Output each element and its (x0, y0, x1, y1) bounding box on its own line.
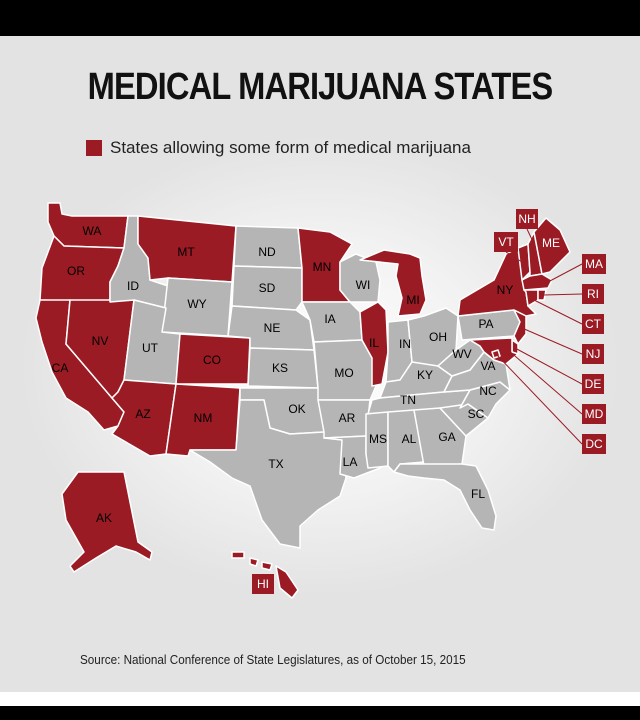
callout-ma: MA (547, 254, 606, 283)
state-label-nc: NC (479, 384, 497, 398)
state-label-ak: AK (96, 511, 112, 525)
state-label-ut: UT (142, 341, 159, 355)
state-label-wi: WI (356, 278, 371, 292)
state-label-sc: SC (468, 407, 485, 421)
callout-ri: RI (543, 284, 604, 304)
state-tx (189, 399, 347, 549)
callout-hi: HI (252, 574, 274, 594)
callout-ct: CT (533, 299, 604, 334)
callout-de: DE (514, 347, 604, 394)
state-mi (359, 249, 427, 317)
state-wi (339, 253, 381, 303)
state-label-ga: GA (438, 430, 455, 444)
state-label-la: LA (343, 455, 358, 469)
callout-label-ma: MA (585, 257, 603, 271)
callout-label-nh: NH (518, 212, 535, 226)
callout-nj: NJ (521, 327, 604, 364)
state-ak (61, 471, 153, 573)
state-label-id: ID (127, 279, 139, 293)
legend-label: States allowing some form of medical mar… (110, 138, 471, 157)
state-label-ks: KS (272, 361, 288, 375)
callout-label-nj: NJ (586, 347, 601, 361)
state-label-va: VA (480, 359, 495, 373)
callout-label-vt: VT (498, 235, 514, 249)
state-label-mt: MT (177, 245, 195, 259)
state-hi (231, 551, 299, 599)
state-label-mn: MN (313, 260, 332, 274)
callout-label-ct: CT (585, 317, 602, 331)
state-label-ok: OK (288, 402, 305, 416)
state-label-pa: PA (478, 317, 493, 331)
state-label-il: IL (369, 336, 379, 350)
state-label-mo: MO (334, 366, 353, 380)
callout-label-ri: RI (587, 287, 599, 301)
state-label-az: AZ (135, 407, 150, 421)
state-label-wy: WY (187, 297, 206, 311)
state-label-ca: CA (52, 361, 69, 375)
callout-label-dc: DC (585, 437, 603, 451)
state-il (359, 301, 389, 387)
state-label-tx: TX (268, 457, 283, 471)
state-label-al: AL (402, 432, 417, 446)
source-note: Source: National Conference of State Leg… (80, 652, 466, 667)
map-title: MEDICAL MARIJUANA STATES (87, 66, 554, 108)
state-label-fl: FL (471, 487, 485, 501)
state-label-wv: WV (452, 347, 471, 361)
state-label-ny: NY (497, 283, 514, 297)
state-ri (537, 289, 547, 301)
state-label-co: CO (203, 353, 221, 367)
state-label-ky: KY (417, 368, 433, 382)
state-label-ia: IA (324, 312, 335, 326)
state-label-wa: WA (83, 224, 102, 238)
callout-nh: NH (516, 209, 538, 247)
state-label-ne: NE (264, 321, 281, 335)
state-fl (393, 463, 497, 531)
state-label-sd: SD (259, 281, 276, 295)
bottom-black-bar (0, 706, 640, 720)
callouts: NH VT ME MA RI CT NJ (252, 209, 606, 594)
state-ms (365, 411, 389, 469)
callout-me: ME (542, 236, 560, 250)
callout-label-md: MD (585, 407, 604, 421)
state-label-nm: NM (194, 411, 213, 425)
state-labels: WA OR CA NV ID MT WY UT CO AZ NM ND SD N… (52, 224, 514, 525)
callout-dc: DC (495, 353, 606, 454)
state-label-nv: NV (92, 334, 109, 348)
callout-vt: VT (494, 232, 523, 263)
state-label-nd: ND (258, 245, 276, 259)
callout-md: MD (507, 349, 606, 424)
legend-swatch (86, 140, 102, 156)
state-label-ms: MS (369, 432, 387, 446)
state-label-or: OR (67, 264, 85, 278)
state-label-oh: OH (429, 330, 447, 344)
state-label-tn: TN (400, 393, 416, 407)
top-black-bar (0, 0, 640, 36)
state-label-ar: AR (339, 411, 356, 425)
state-ct (523, 289, 539, 307)
callout-label-me: ME (542, 236, 560, 250)
callout-label-hi: HI (257, 577, 269, 591)
state-sd (231, 265, 303, 311)
state-label-in: IN (399, 337, 411, 351)
state-label-mi: MI (406, 293, 419, 307)
callout-label-de: DE (585, 377, 602, 391)
